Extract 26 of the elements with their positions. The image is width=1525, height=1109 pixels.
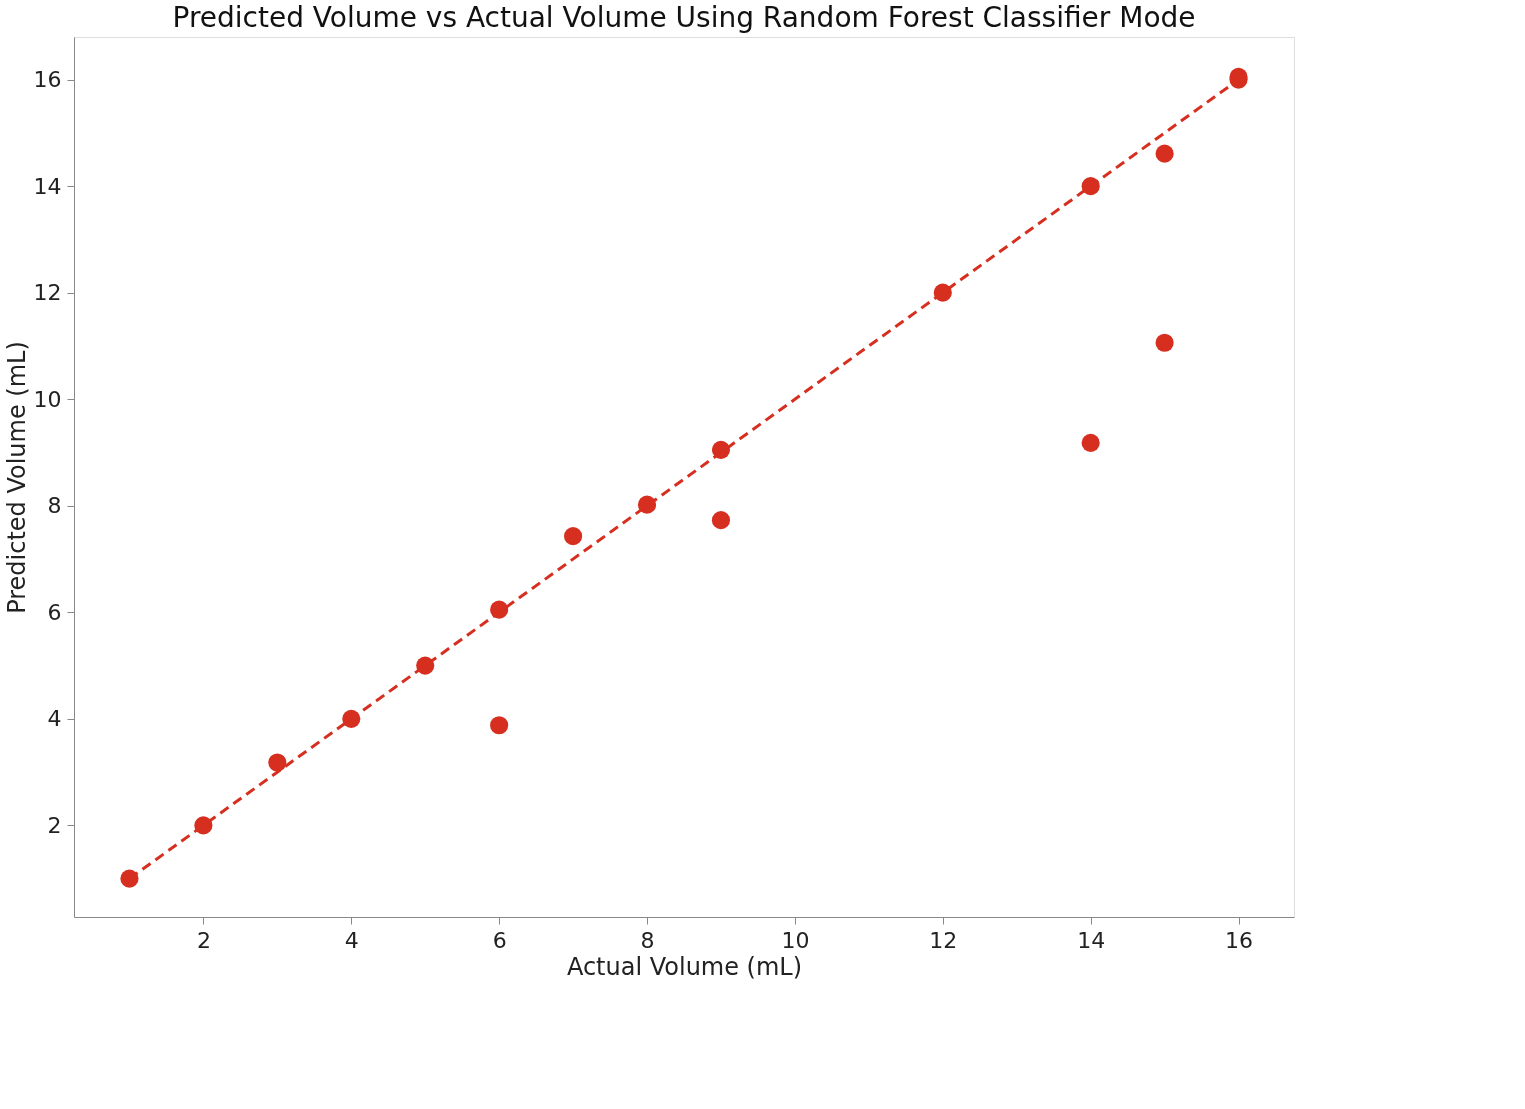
x-tick-label: 8 xyxy=(640,927,655,953)
y-tick-label: 4 xyxy=(47,706,62,732)
y-tick-label: 16 xyxy=(33,67,62,93)
point xyxy=(1155,144,1174,163)
x-tick-label: 4 xyxy=(344,927,359,953)
point xyxy=(1081,433,1100,452)
y-tick-label: 14 xyxy=(33,173,62,199)
y-tick-label: 12 xyxy=(33,280,62,306)
x-tick-label: 2 xyxy=(196,927,211,953)
y-tick-label: 6 xyxy=(47,599,62,625)
point xyxy=(711,511,731,530)
x-tick-label: 16 xyxy=(1225,927,1254,953)
y-axis-title: Predicted Volume (mL) xyxy=(2,341,31,614)
x-tick-label: 6 xyxy=(492,927,507,953)
x-tick-label: 12 xyxy=(929,927,958,953)
point xyxy=(564,527,583,546)
y-tick-label: 8 xyxy=(47,493,62,519)
x-tick-label: 10 xyxy=(781,927,810,953)
chart-title: Predicted Volume vs Actual Volume Using Random Forest Classifier Mode xyxy=(172,1,1196,34)
x-axis-title: Actual Volume (mL) xyxy=(566,952,803,981)
y-tick-label: 2 xyxy=(47,812,62,838)
point xyxy=(1155,333,1174,352)
x-tick-label: 14 xyxy=(1077,927,1106,953)
y-tick-label: 10 xyxy=(33,386,62,412)
point xyxy=(268,753,287,772)
point xyxy=(490,716,509,735)
